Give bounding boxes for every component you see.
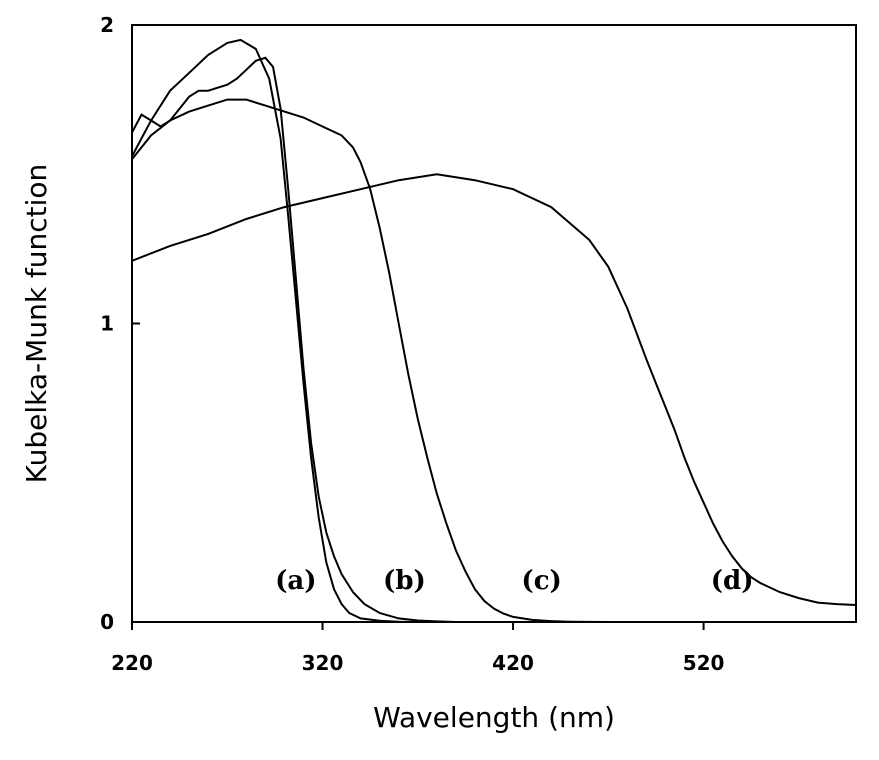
curve-d	[131, 173, 857, 606]
x-axis-ticks: 220 320 420 520	[111, 622, 724, 675]
y-tick-label: 2	[100, 13, 114, 37]
curve-label-d: (d)	[711, 566, 754, 596]
curve-c	[131, 98, 609, 623]
plot-area-frame	[131, 24, 857, 623]
curve-b	[131, 56, 456, 623]
y-tick-label: 1	[100, 312, 114, 336]
curve-a	[131, 38, 418, 623]
curve-label-c: (c)	[521, 566, 561, 596]
x-tick-label: 420	[492, 651, 534, 675]
x-tick-label: 220	[111, 651, 153, 675]
curves	[131, 38, 857, 623]
curve-label-a: (a)	[275, 566, 316, 596]
y-tick-label: 0	[100, 610, 114, 634]
x-tick-label: 320	[302, 651, 344, 675]
y-axis-title: Kubelka-Munk function	[20, 164, 53, 484]
curve-label-b: (b)	[383, 566, 426, 596]
x-tick-label: 520	[683, 651, 725, 675]
x-axis-title: Wavelength (nm)	[373, 701, 615, 734]
curve-labels: (a) (b) (c) (d)	[275, 566, 753, 596]
y-axis-ticks: 0 1 2	[100, 13, 140, 634]
